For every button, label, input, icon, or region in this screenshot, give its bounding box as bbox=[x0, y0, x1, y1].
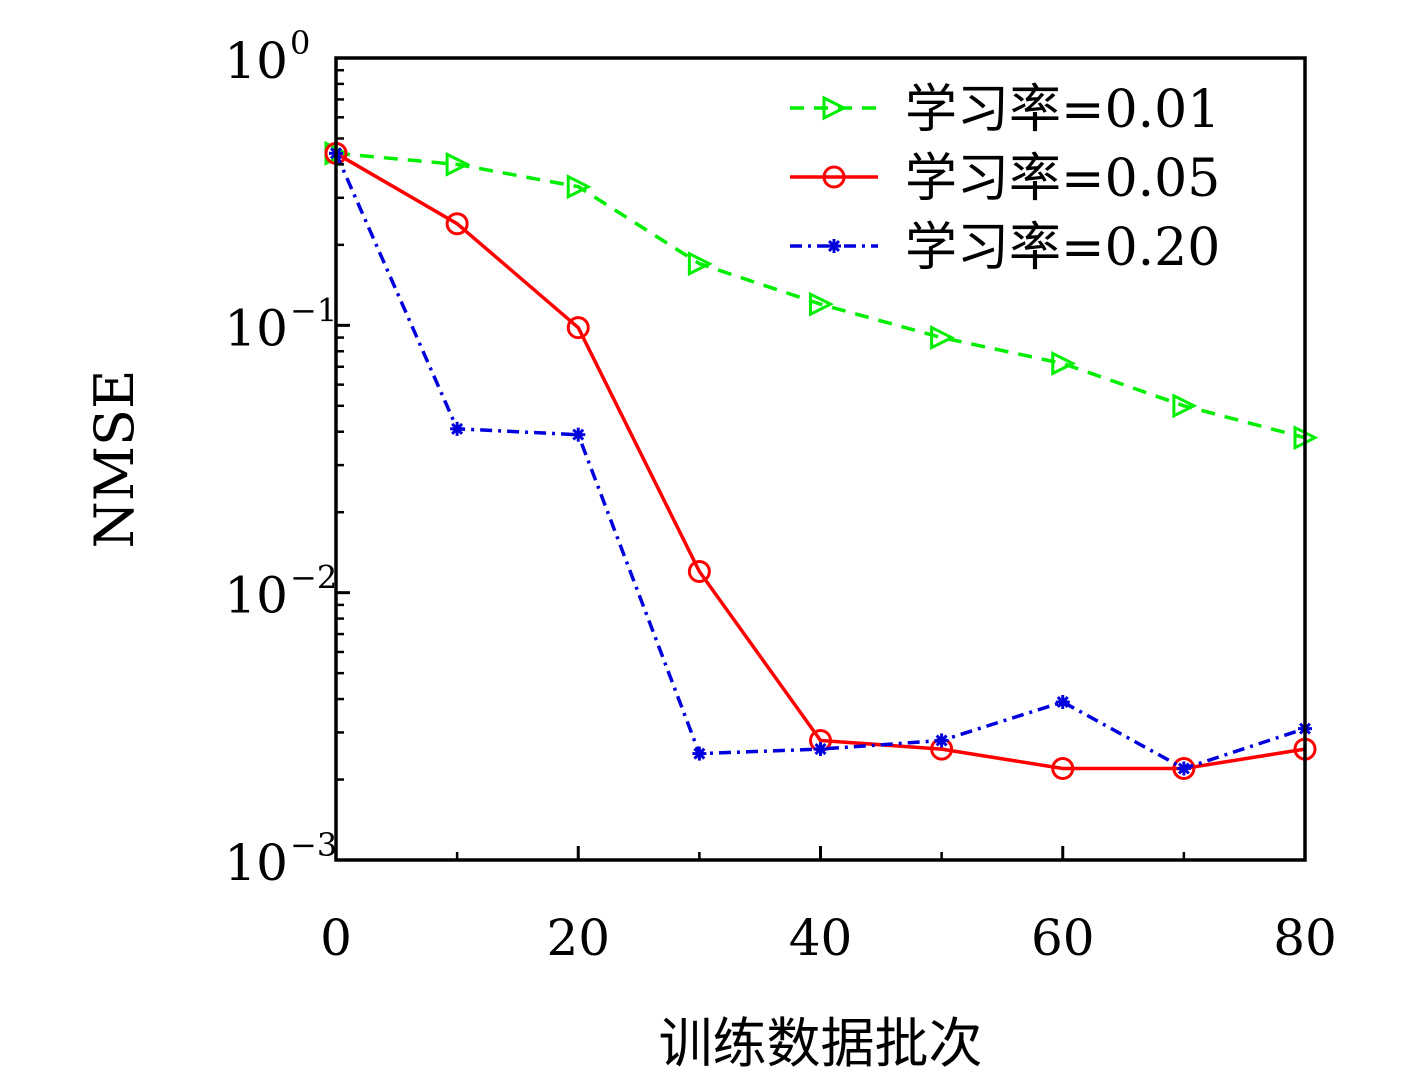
legend-marker bbox=[827, 239, 841, 253]
data-point bbox=[445, 151, 471, 177]
data-point bbox=[687, 251, 713, 277]
data-point bbox=[1176, 761, 1191, 776]
series-line bbox=[336, 151, 1305, 771]
data-point bbox=[1055, 694, 1070, 709]
series-2 bbox=[324, 141, 1317, 780]
x-tick-label: 80 bbox=[1273, 909, 1337, 967]
y-tick-exponent: −2 bbox=[290, 559, 337, 597]
y-tick-label: 10 bbox=[224, 32, 288, 90]
y-tick-label: 10 bbox=[224, 299, 288, 357]
series-line bbox=[336, 151, 1305, 440]
legend-label: 学习率=0.20 bbox=[905, 218, 1220, 278]
data-point bbox=[1051, 351, 1077, 376]
x-tick-label: 0 bbox=[320, 909, 352, 967]
series-3 bbox=[329, 146, 1312, 776]
data-point bbox=[450, 421, 465, 436]
y-tick-exponent: −1 bbox=[290, 291, 337, 329]
data-point bbox=[566, 316, 590, 340]
series-layer bbox=[324, 140, 1319, 780]
data-point bbox=[930, 325, 955, 350]
legend-label: 学习率=0.01 bbox=[905, 80, 1220, 140]
legend: 学习率=0.01 学习率=0.05 学习率=0.20 bbox=[790, 80, 1220, 278]
x-tick-label: 20 bbox=[546, 909, 610, 967]
y-tick-exponent: −3 bbox=[290, 826, 337, 864]
data-point bbox=[813, 742, 828, 757]
data-point bbox=[687, 559, 711, 583]
legend-label: 学习率=0.05 bbox=[905, 149, 1220, 209]
data-point bbox=[692, 746, 707, 761]
x-tick-label: 40 bbox=[789, 909, 853, 967]
y-tick-label: 10 bbox=[224, 567, 288, 625]
data-point bbox=[566, 174, 592, 200]
data-point bbox=[809, 291, 834, 317]
data-point bbox=[1172, 393, 1198, 419]
legend-marker bbox=[822, 95, 848, 121]
y-axis-label: NMSE bbox=[83, 370, 146, 549]
x-tick-label: 60 bbox=[1031, 909, 1095, 967]
data-point bbox=[1051, 756, 1075, 780]
legend-entry: 学习率=0.20 bbox=[790, 218, 1220, 278]
data-point bbox=[571, 427, 586, 442]
data-point bbox=[934, 733, 949, 748]
y-tick-label: 10 bbox=[224, 834, 288, 892]
data-point bbox=[1172, 756, 1196, 780]
y-tick-exponent: 0 bbox=[290, 24, 310, 62]
x-axis-label: 训练数据批次 bbox=[659, 1012, 983, 1075]
legend-entry: 学习率=0.01 bbox=[790, 80, 1220, 140]
legend-marker bbox=[822, 165, 846, 189]
data-point bbox=[445, 212, 469, 236]
legend-entry: 学习率=0.05 bbox=[790, 149, 1220, 209]
